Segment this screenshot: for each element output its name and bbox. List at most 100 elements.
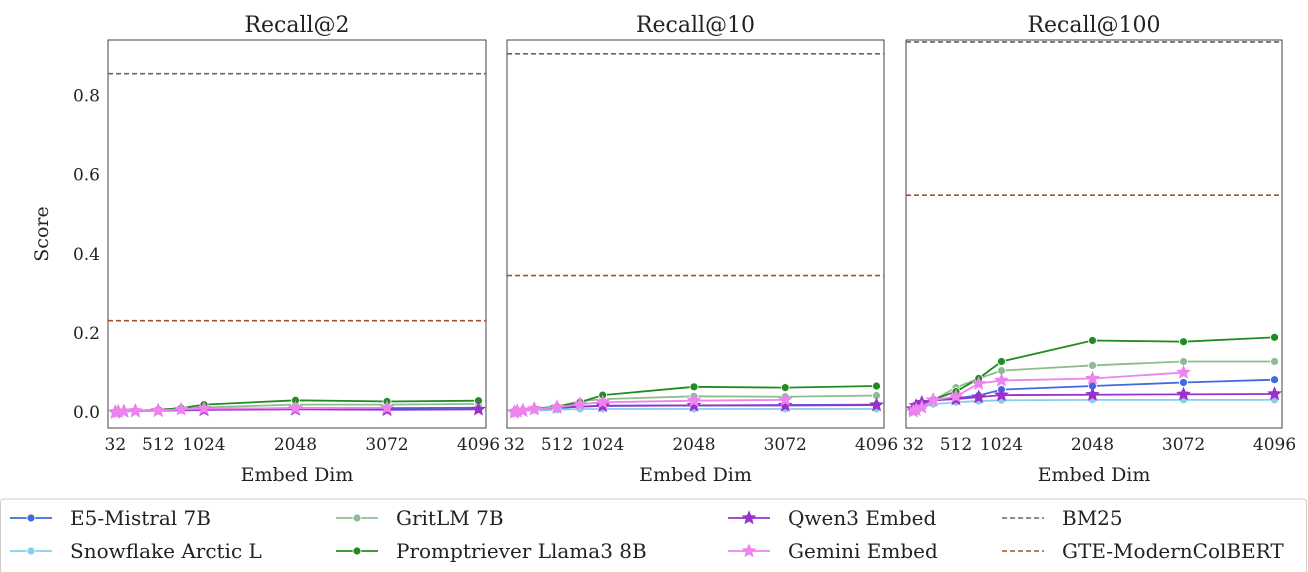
- data-point: [549, 399, 565, 414]
- x-tick-label: 3072: [1162, 435, 1205, 455]
- legend-marker: [741, 543, 757, 558]
- y-axis-label: Score: [31, 206, 53, 261]
- data-point: [288, 400, 303, 415]
- series-gemini-embed: [107, 400, 395, 419]
- x-tick-label: 4096: [1253, 435, 1296, 455]
- data-point: [127, 403, 143, 418]
- panel-title: Recall@2: [244, 13, 349, 38]
- x-axis-label: Embed Dim: [639, 464, 752, 486]
- legend-entry-snowflake-arctic-l: Snowflake Arctic L: [10, 539, 262, 563]
- y-tick-label: 0.2: [73, 324, 100, 344]
- legend-entry-gte-moderncolbert: GTE-ModernColBERT: [1002, 539, 1284, 563]
- x-tick-label: 1024: [182, 435, 225, 455]
- data-point: [1270, 375, 1279, 385]
- legend-marker: [352, 546, 362, 556]
- data-point: [780, 383, 790, 393]
- y-tick-label: 0.0: [73, 403, 100, 423]
- data-point: [1270, 332, 1279, 342]
- data-point: [777, 392, 793, 407]
- data-point: [1179, 337, 1188, 347]
- legend-label: E5-Mistral 7B: [70, 506, 211, 530]
- legend-entry-gritlm-7b: GritLM 7B: [336, 506, 504, 530]
- legend-label: GritLM 7B: [396, 506, 504, 530]
- data-point: [948, 388, 964, 403]
- legend-label: Gemini Embed: [788, 539, 938, 563]
- legend: E5-Mistral 7B Snowflake Arctic L GritLM 7B…: [0, 498, 1307, 572]
- x-tick-label: 2048: [672, 435, 715, 455]
- data-point: [925, 392, 941, 407]
- data-point: [994, 372, 1009, 387]
- panel-title: Recall@10: [636, 13, 755, 38]
- data-point: [173, 401, 189, 416]
- legend-entry-bm25: BM25: [1002, 506, 1123, 530]
- legend-label: Snowflake Arctic L: [70, 539, 262, 563]
- x-tick-label: 512: [142, 435, 174, 455]
- legend-marker: [741, 510, 757, 525]
- y-tick-label: 0.8: [73, 86, 100, 106]
- data-point: [1088, 361, 1097, 370]
- data-point: [526, 401, 542, 416]
- panels-layer: Recall@2 32 512 1024 2048 3072 4096 Embed Dim 0.…: [73, 13, 1296, 486]
- data-point: [777, 397, 793, 412]
- data-point: [1176, 386, 1191, 401]
- x-axis-label: Embed Dim: [1038, 464, 1151, 486]
- x-axis-label: Embed Dim: [241, 464, 354, 486]
- data-point: [1176, 364, 1191, 379]
- plot-frame: [905, 39, 1283, 429]
- panel-recall-2: Recall@2 32 512 1024 2048 3072 4096 Embed Dim 0.…: [73, 13, 500, 486]
- data-point: [572, 396, 588, 411]
- series-gemini-embed: [905, 364, 1191, 418]
- legend-label: Qwen3 Embed: [788, 506, 937, 530]
- data-point: [869, 397, 884, 412]
- legend-marker: [26, 513, 36, 523]
- x-tick-label: 1024: [581, 435, 624, 455]
- x-tick-label: 4096: [855, 435, 898, 455]
- x-tick-label: 32: [902, 435, 924, 455]
- x-tick-label: 3072: [764, 435, 807, 455]
- data-point: [471, 401, 486, 416]
- series-gemini-embed: [506, 392, 793, 419]
- legend-label: BM25: [1062, 506, 1123, 530]
- y-axis-label-layer: Score: [31, 206, 53, 261]
- panel-recall-100: Recall@100 32 512 1024 2048 3072 4096 Embed Dim: [902, 13, 1296, 486]
- x-tick-label: 32: [105, 435, 127, 455]
- legend-marker: [352, 513, 362, 523]
- x-tick-label: 1024: [980, 435, 1023, 455]
- data-point: [515, 402, 531, 417]
- x-tick-label: 512: [940, 435, 972, 455]
- legend-marker: [26, 546, 36, 556]
- data-point: [914, 399, 930, 414]
- data-point: [1179, 357, 1188, 366]
- x-tick-label: 3072: [365, 435, 408, 455]
- data-point: [196, 400, 212, 415]
- x-tick-label: 32: [503, 435, 525, 455]
- data-point: [686, 397, 702, 412]
- data-point: [971, 375, 987, 390]
- data-point: [1179, 378, 1188, 387]
- legend-entry-qwen3-embed: Qwen3 Embed: [728, 506, 937, 530]
- data-point: [150, 402, 166, 417]
- data-point: [595, 394, 611, 409]
- x-tick-label: 2048: [274, 435, 317, 455]
- x-tick-label: 4096: [457, 435, 500, 455]
- plot-frame: [506, 39, 885, 429]
- legend-entry-gemini-embed: Gemini Embed: [728, 539, 938, 563]
- data-point: [971, 389, 987, 404]
- data-point: [1085, 370, 1100, 385]
- data-point: [686, 392, 702, 407]
- data-point: [1267, 386, 1282, 401]
- data-point: [994, 387, 1009, 402]
- legend-label: GTE-ModernColBERT: [1062, 539, 1284, 563]
- x-tick-label: 2048: [1071, 435, 1114, 455]
- data-point: [379, 400, 395, 415]
- y-tick-label: 0.6: [73, 166, 100, 186]
- legend-label: Promptriever Llama3 8B: [396, 539, 647, 563]
- panel-title: Recall@100: [1027, 13, 1160, 38]
- data-point: [1088, 336, 1097, 345]
- panel-recall-10: Recall@10 32 512 1024 2048 3072 4096 Embed Dim: [503, 13, 898, 486]
- legend-entry-e5-mistral-7b: E5-Mistral 7B: [10, 506, 211, 530]
- data-point: [872, 381, 881, 391]
- y-tick-label: 0.4: [73, 245, 100, 265]
- data-point: [1270, 357, 1279, 366]
